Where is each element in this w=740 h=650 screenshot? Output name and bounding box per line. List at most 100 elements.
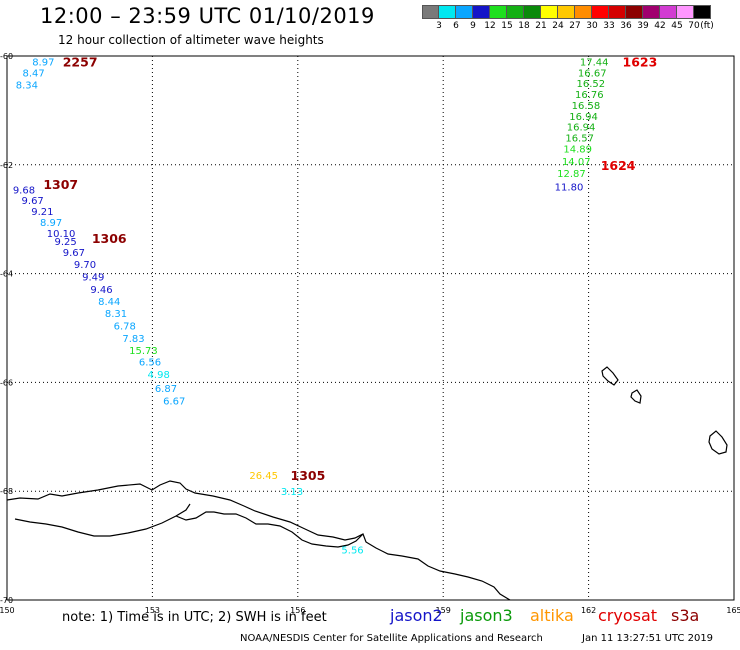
satellite-legend-cryosat: cryosat <box>598 606 658 625</box>
scale-label: 15 <box>501 21 513 31</box>
latitude-tick-label: -64 <box>0 270 13 279</box>
scale-label: 70 <box>688 21 700 31</box>
wave-height-value: 9.49 <box>82 272 104 283</box>
wave-height-value: 6.78 <box>114 321 136 332</box>
map-title: 12:00 – 23:59 UTC 01/10/2019 <box>40 4 375 28</box>
map-subtitle: 12 hour collection of altimeter wave hei… <box>58 33 324 47</box>
balleny-island-north <box>601 366 619 386</box>
wave-height-value: 10.10 <box>47 229 76 240</box>
scale-label: 21 <box>535 21 547 31</box>
wave-height-value: 16.58 <box>572 101 601 112</box>
scale-label: 6 <box>453 21 459 31</box>
scale-swatch <box>558 5 575 19</box>
pass-time-label: 1305 <box>291 468 326 483</box>
wave-height-value: 8.31 <box>105 309 127 320</box>
latitude-tick-label: -70 <box>0 596 13 605</box>
pass-time-label: 1306 <box>92 231 127 246</box>
map-frame <box>6 55 735 601</box>
scale-label: 18 <box>518 21 530 31</box>
wave-height-value: 17.44 <box>580 57 609 68</box>
balleny-island-south <box>708 430 728 455</box>
longitude-tick-label: 162 <box>581 606 596 615</box>
satellite-legend-s3a: s3a <box>671 606 700 625</box>
scale-swatch <box>609 5 626 19</box>
latitude-tick-label: -66 <box>0 378 13 387</box>
wave-height-value: 16.52 <box>576 79 605 90</box>
color-scale-swatches <box>422 5 711 19</box>
credit-line: NOAA/NESDIS Center for Satellite Applica… <box>240 633 543 644</box>
satellite-legend-jason2: jason2 <box>390 606 443 625</box>
satellite-legend-altika: altika <box>530 606 574 625</box>
antarctic-coastline <box>6 480 511 601</box>
scale-unit: (ft) <box>700 21 714 31</box>
scale-swatch <box>473 5 490 19</box>
coastline <box>6 366 728 601</box>
scale-label: 36 <box>620 21 632 31</box>
color-scale-labels: 3 6 9 12 15 18 21 24 27 30 33 36 39 42 45 70 (ft) <box>422 21 714 33</box>
wave-height-value: 8.47 <box>23 68 45 79</box>
scale-swatch <box>575 5 592 19</box>
longitude-tick-label: 150 <box>0 606 15 615</box>
wave-height-value: 26.45 <box>249 471 278 482</box>
wave-height-value: 4.98 <box>148 370 170 381</box>
wave-height-value: 8.97 <box>40 218 62 229</box>
longitude-tick-label: 159 <box>436 606 451 615</box>
scale-label: 45 <box>671 21 683 31</box>
wave-height-value: 6.87 <box>155 384 177 395</box>
scale-swatch <box>524 5 541 19</box>
pass-time-label: 1624 <box>601 158 636 173</box>
wave-height-value: 9.67 <box>63 248 85 259</box>
wave-height-value: 5.56 <box>341 545 363 556</box>
wave-height-value: 3.13 <box>281 487 303 498</box>
wave-height-value: 8.97 <box>32 57 54 68</box>
scale-swatch <box>677 5 694 19</box>
wave-height-value: 8.34 <box>16 80 38 91</box>
longitude-tick-label: 156 <box>290 606 305 615</box>
longitude-tick-label: 153 <box>145 606 160 615</box>
longitude-tick-label: 165 <box>726 606 740 615</box>
generation-timestamp: Jan 11 13:27:51 UTC 2019 <box>582 633 714 644</box>
wave-height-value: 9.21 <box>31 207 53 218</box>
scale-label: 27 <box>569 21 581 31</box>
scale-swatch <box>456 5 473 19</box>
wave-height-value: 15.73 <box>129 346 158 357</box>
satellite-legend-jason3: jason3 <box>460 606 513 625</box>
scale-swatch <box>592 5 609 19</box>
scale-label: 12 <box>484 21 496 31</box>
wave-height-value: 9.67 <box>22 196 44 207</box>
scale-swatch <box>507 5 524 19</box>
pass-time-labels: 2257 1307 1306 1305 1623 1624 <box>43 54 657 482</box>
altimeter-observations: 8.978.478.349.689.679.218.9710.109.259.6… <box>13 57 609 556</box>
wave-height-value: 16.57 <box>565 134 594 145</box>
scale-label: 24 <box>552 21 564 31</box>
scale-label: 42 <box>654 21 666 31</box>
wave-height-value: 16.76 <box>575 90 604 101</box>
pass-time-label: 1623 <box>623 54 658 69</box>
wave-height-value: 14.89 <box>563 144 592 155</box>
scale-label: 33 <box>603 21 615 31</box>
wave-height-value: 9.70 <box>74 260 96 271</box>
scale-swatch <box>660 5 677 19</box>
scale-swatch <box>490 5 507 19</box>
scale-label: 9 <box>470 21 476 31</box>
scale-swatch <box>422 5 439 19</box>
latitude-tick-label: -68 <box>0 487 13 496</box>
wave-height-value: 16.94 <box>569 112 598 123</box>
pass-time-label: 1307 <box>43 177 78 192</box>
wave-height-value: 7.83 <box>122 334 144 345</box>
balleny-island-middle <box>630 389 642 404</box>
pass-time-label: 2257 <box>63 54 98 69</box>
scale-label: 3 <box>436 21 442 31</box>
latitude-tick-label: -60 <box>0 52 13 61</box>
wave-height-value: 9.46 <box>90 285 112 296</box>
latitude-tick-label: -62 <box>0 161 13 170</box>
wave-height-value: 9.68 <box>13 185 35 196</box>
scale-swatch <box>694 5 711 19</box>
wave-height-color-scale: 3 6 9 12 15 18 21 24 27 30 33 36 39 42 45 70 (ft) <box>422 5 714 33</box>
wave-height-value: 9.25 <box>54 237 76 248</box>
scale-label: 30 <box>586 21 598 31</box>
scale-swatch <box>541 5 558 19</box>
scale-swatch <box>626 5 643 19</box>
